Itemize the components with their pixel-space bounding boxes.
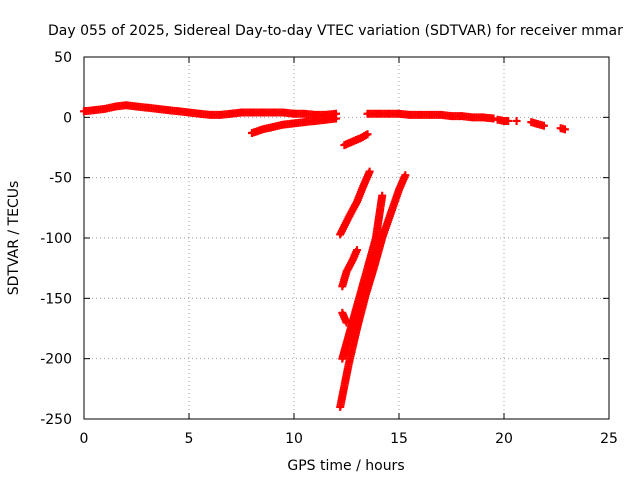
x-tick-label: 15 — [390, 431, 408, 447]
series-steep-b — [338, 246, 361, 291]
data-point — [539, 121, 548, 130]
data-point — [332, 114, 340, 123]
x-tick-label: 10 — [285, 431, 303, 447]
x-tick-label: 20 — [495, 431, 513, 447]
series-tail-20-6 — [512, 116, 521, 125]
series-steep-a — [336, 167, 374, 239]
data-point — [353, 246, 361, 255]
series-steep-c — [338, 308, 351, 327]
x-tick-label: 0 — [80, 431, 89, 447]
y-tick-label: -50 — [49, 171, 72, 187]
series-late-track — [363, 109, 498, 123]
series-tail-21-5 — [527, 118, 548, 130]
x-axis-label: GPS time / hours — [287, 458, 404, 474]
data-point — [560, 125, 569, 134]
y-tick-label: -150 — [40, 291, 72, 307]
chart-title: Day 055 of 2025, Sidereal Day-to-day VTE… — [48, 23, 623, 39]
data-point — [365, 167, 374, 176]
x-tick-label: 5 — [185, 431, 194, 447]
y-tick-label: 50 — [54, 50, 72, 66]
y-tick-label: -200 — [40, 352, 72, 368]
series-steep-e — [336, 171, 410, 411]
data-point — [512, 116, 521, 125]
data-point — [363, 130, 372, 139]
y-tick-label: -250 — [40, 412, 72, 428]
axis-ticks: 0 5 10 15 20 25 50 0 -50 -100 -150 -200 -250 — [40, 50, 618, 447]
data-point — [378, 191, 387, 200]
y-tick-label: 0 — [63, 110, 72, 126]
data-point — [401, 171, 410, 180]
y-axis-label: SDTVAR / TECUs — [6, 181, 22, 296]
data-point — [489, 114, 498, 123]
data-points — [80, 101, 569, 411]
series-tail-22-8 — [556, 124, 569, 134]
data-point — [504, 116, 513, 125]
series-main-track — [80, 101, 340, 119]
x-tick-label: 25 — [600, 431, 618, 447]
series-tail-20 — [493, 115, 513, 125]
y-tick-label: -100 — [40, 231, 72, 247]
series-arc-8-12 — [248, 114, 340, 138]
series-arc-12-5 — [340, 130, 372, 150]
